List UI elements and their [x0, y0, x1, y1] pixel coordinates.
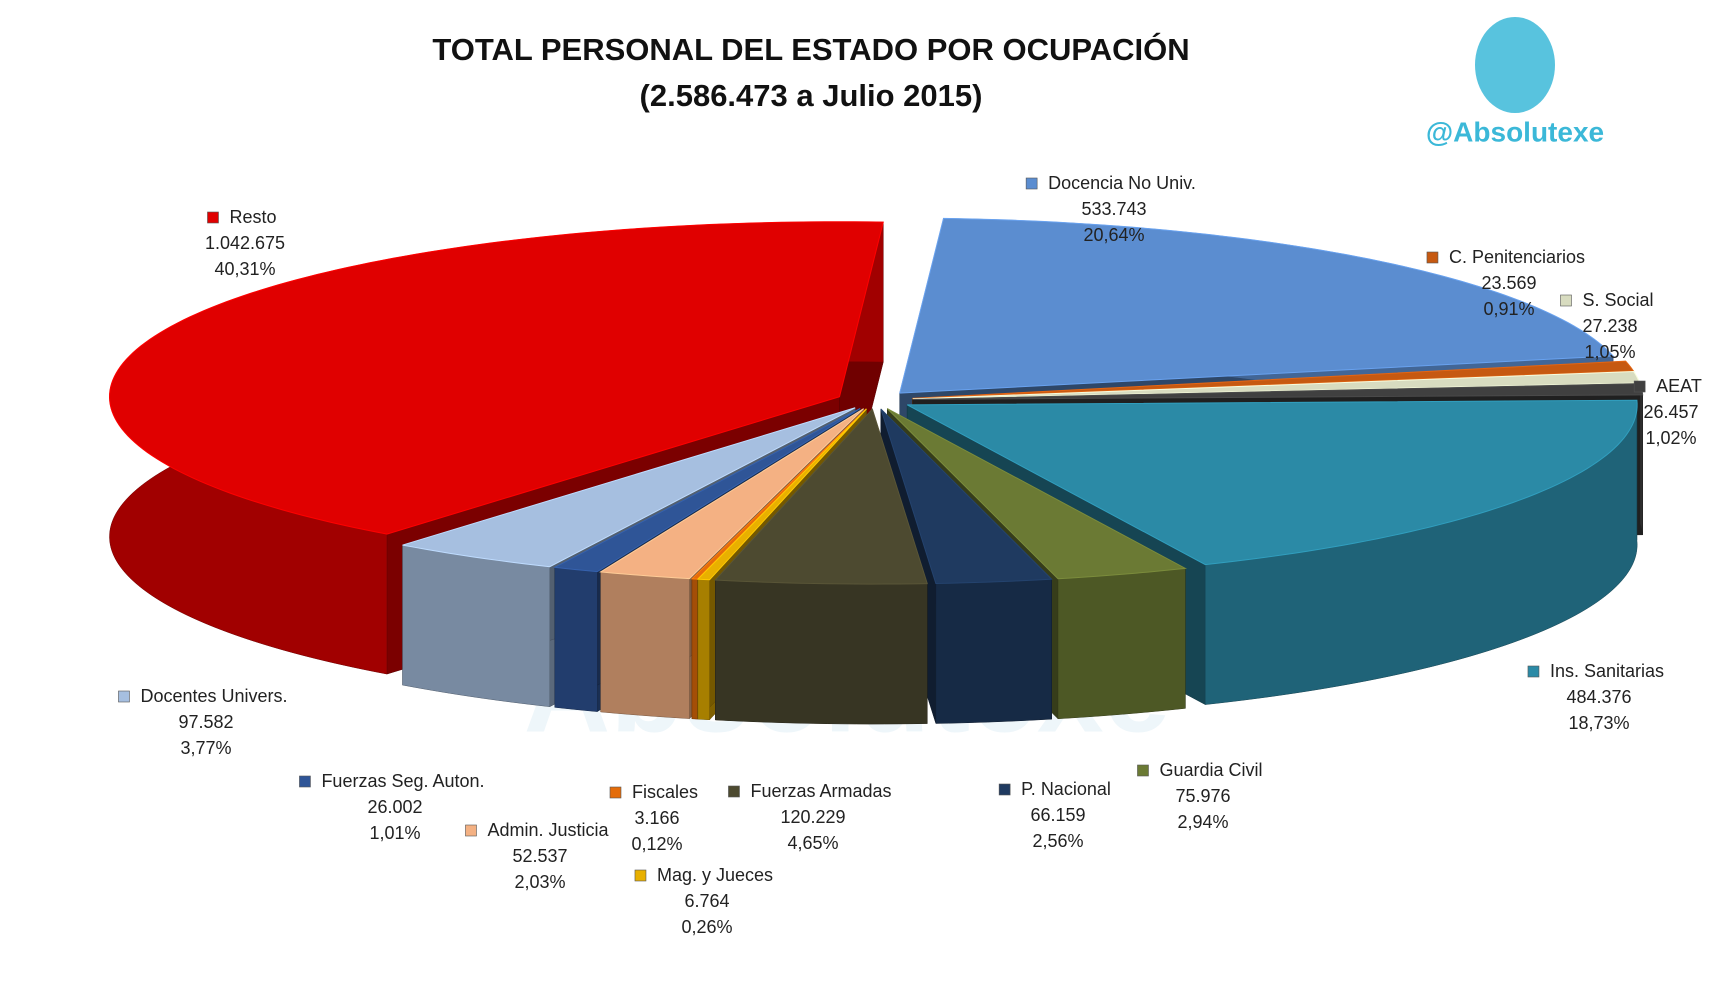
percent-label: 1,02%	[1645, 428, 1696, 448]
legend-label: Admin. Justicia	[487, 820, 609, 840]
percent-label: 2,03%	[514, 872, 565, 892]
value-label: 26.457	[1643, 402, 1698, 422]
percent-label: 0,91%	[1483, 299, 1534, 319]
slice-top	[599, 408, 864, 580]
legend-label: Docentes Univers.	[140, 686, 287, 706]
slice-top	[696, 408, 867, 581]
legend-marker	[1527, 665, 1540, 678]
legend-marker	[634, 869, 647, 882]
brand: @Absolutexe	[1426, 116, 1604, 147]
value-label: 52.537	[512, 846, 567, 866]
legend-label: Guardia Civil	[1159, 760, 1262, 780]
percent-label: 0,12%	[631, 834, 682, 854]
value-label: 27.238	[1582, 316, 1637, 336]
slice-wall	[554, 567, 598, 712]
legend-marker	[1560, 294, 1572, 307]
slice-top	[402, 407, 856, 568]
value-label: 23.569	[1481, 273, 1536, 293]
legend-marker	[1137, 764, 1149, 777]
pie	[109, 217, 1644, 725]
percent-label: 18,73%	[1568, 713, 1629, 733]
percent-label: 2,94%	[1177, 812, 1228, 832]
legend-label: S. Social	[1582, 290, 1653, 310]
value-label: 484.376	[1566, 687, 1631, 707]
value-label: 1.042.675	[205, 233, 285, 253]
percent-label: 40,31%	[214, 259, 275, 279]
percent-label: 3,77%	[180, 738, 231, 758]
value-label: 26.002	[367, 797, 422, 817]
slice-top	[714, 408, 928, 585]
value-label: 75.976	[1175, 786, 1230, 806]
value-label: 97.582	[178, 712, 233, 732]
value-label: 3.166	[634, 808, 679, 828]
legend-marker	[609, 786, 622, 799]
value-label: 533.743	[1081, 199, 1146, 219]
brand-logo	[1475, 17, 1555, 113]
percent-label: 1,05%	[1584, 342, 1635, 362]
legend-label: Docencia No Univ.	[1048, 173, 1196, 193]
slice-wall	[1639, 383, 1643, 535]
slice-top	[912, 360, 1635, 399]
legend-label: Fuerzas Seg. Auton.	[321, 771, 484, 791]
slice-wall	[935, 578, 1052, 724]
slice-wall	[691, 578, 698, 720]
chart-subtitle: (2.586.473 a Julio 2015)	[640, 78, 983, 113]
percent-label: 20,64%	[1083, 225, 1144, 245]
legend-marker	[728, 785, 740, 798]
legend-label: AEAT	[1656, 376, 1702, 396]
legend-marker	[1633, 380, 1646, 393]
legend-marker	[998, 783, 1011, 796]
value-label: 120.229	[780, 807, 845, 827]
percent-label: 1,01%	[369, 823, 420, 843]
percent-label: 0,26%	[681, 917, 732, 937]
value-label: 66.159	[1030, 805, 1085, 825]
legend-label: Fuerzas Armadas	[750, 781, 891, 801]
slice-top	[886, 408, 1188, 580]
legend-label: Ins. Sanitarias	[1550, 661, 1664, 681]
legend-label: C. Penitenciarios	[1449, 247, 1585, 267]
percent-label: 2,56%	[1032, 831, 1083, 851]
legend-label: Fiscales	[632, 782, 698, 802]
slice-top	[906, 399, 1638, 566]
slice-top	[899, 217, 1615, 394]
percent-label: 4,65%	[787, 833, 838, 853]
legend-marker	[465, 824, 477, 837]
value-label: 6.764	[684, 891, 729, 911]
slice-wall	[715, 579, 928, 725]
slice-wall	[697, 578, 710, 721]
legend-marker	[118, 690, 130, 703]
legend-marker	[299, 775, 311, 788]
slice-wall	[1057, 568, 1186, 720]
legend-label: P. Nacional	[1021, 779, 1111, 799]
slice-wall	[600, 571, 690, 719]
legend-label: Resto	[229, 207, 276, 227]
slice-top	[109, 221, 884, 535]
legend-marker	[1025, 177, 1038, 190]
slice-wall	[402, 544, 550, 707]
chart-title: TOTAL PERSONAL DEL ESTADO POR OCUPACIÓN	[432, 31, 1189, 67]
legend-marker	[1426, 251, 1439, 264]
legend-label: Mag. y Jueces	[657, 865, 773, 885]
slice-top	[880, 408, 1053, 585]
labels: Docencia No Univ. 533.743 20,64% C. Peniten…	[118, 173, 1702, 937]
slice-top	[553, 407, 861, 573]
legend-marker	[207, 211, 219, 224]
slice	[714, 408, 928, 725]
